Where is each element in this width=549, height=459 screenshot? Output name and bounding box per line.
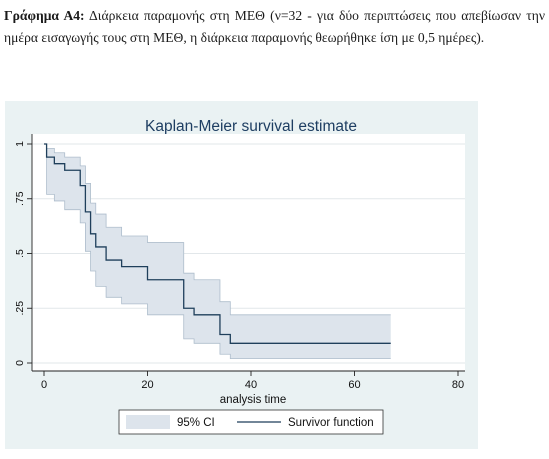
y-tick-label: 1: [14, 141, 26, 147]
figure-caption: Γράφημα Α4: Διάρκεια παραμονής στη ΜΕΘ (…: [4, 5, 545, 49]
legend: 95% CI Survivor function: [118, 409, 384, 435]
legend-ci-swatch: [126, 415, 170, 429]
x-tick-label: 80: [452, 379, 464, 391]
x-tick-label: 40: [245, 379, 257, 391]
ci-band-layer: [44, 143, 391, 360]
axes: 0 .25 .5 .75 1 0 20 40 60 80: [14, 134, 465, 391]
ci-upper-line: [44, 143, 391, 316]
figure-caption-text: Διάρκεια παραμονής στη ΜΕΘ (ν=32 - για δ…: [4, 8, 545, 45]
legend-ci-label: 95% CI: [177, 417, 215, 429]
chart-title: Kaplan-Meier survival estimate: [145, 118, 357, 135]
y-tick-label: .25: [14, 301, 26, 316]
survivor-function-line: [44, 143, 391, 344]
ci-band-area: [44, 144, 391, 359]
figure-caption-label: Γράφημα Α4:: [4, 8, 85, 23]
ci-lower-line: [44, 143, 391, 360]
legend-survivor-label: Survivor function: [288, 417, 374, 429]
y-tick-label: .5: [14, 249, 26, 258]
km-chart: Kaplan-Meier survival estimate 0 .25 .5 .75…: [14, 118, 465, 435]
survivor-line-layer: [44, 143, 391, 344]
x-tick-label: 0: [41, 379, 47, 391]
y-tick-label: .75: [14, 191, 26, 206]
x-tick-label: 60: [348, 379, 360, 391]
x-axis-label: analysis time: [220, 394, 286, 406]
y-tick-label: 0: [14, 360, 26, 366]
x-tick-label: 20: [141, 379, 153, 391]
chart-panel: Kaplan-Meier survival estimate 0 .25 .5 .75…: [5, 101, 478, 449]
